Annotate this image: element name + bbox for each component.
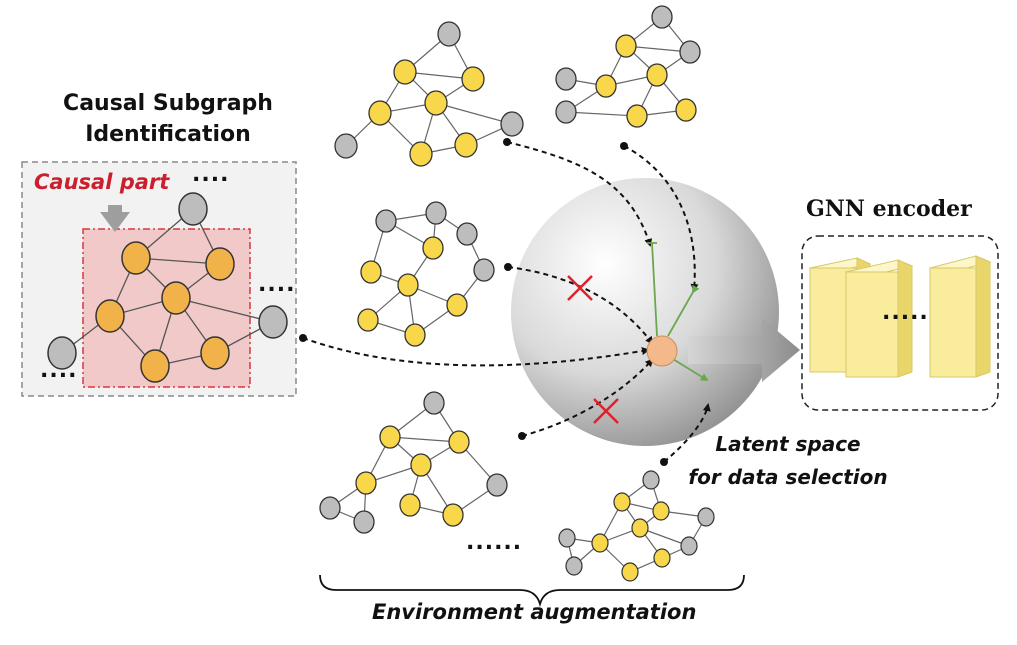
- arrow-graph1: [506, 141, 653, 247]
- causal-ellipsis-bottom: ....: [40, 358, 78, 383]
- latent-line-2: for data selection: [688, 465, 888, 489]
- causal-graph-nodes: [47, 192, 288, 383]
- arrow-start-dots: [299, 138, 668, 466]
- encoder-arrow: [688, 318, 800, 382]
- gnn-encoder-box: [801, 235, 999, 411]
- causal-ellipsis-top: ....: [192, 162, 230, 187]
- env-graph-3: [357, 201, 495, 347]
- arrow-causal-to-anchor: [302, 337, 650, 367]
- env-graph-4: [319, 391, 508, 534]
- env-graph-1: [334, 21, 524, 167]
- augmentation-brace: [319, 574, 745, 608]
- env-graph-2: [555, 5, 701, 128]
- latent-anchor-point: [646, 335, 678, 367]
- title-line-1: Causal Subgraph: [63, 91, 273, 116]
- encoder-layer-2: [844, 259, 914, 378]
- arrow-graph2: [623, 145, 699, 292]
- causal-subgraph-title: Causal Subgraph Identification: [58, 88, 278, 150]
- causal-part-arrow: [100, 205, 130, 232]
- encoder-layer-3: [928, 255, 992, 378]
- augmentation-ellipsis: ......: [466, 530, 523, 555]
- gnn-encoder-title: GNN encoder: [806, 196, 972, 222]
- arrow-graph3: [507, 266, 654, 345]
- arrow-graph5: [663, 403, 711, 463]
- title-line-2: Identification: [85, 122, 251, 147]
- latent-space-sphere: [511, 178, 779, 446]
- causal-part-label: Causal part: [34, 170, 170, 194]
- rejection-crosses: [567, 275, 619, 424]
- causal-ellipsis-right: ....: [258, 272, 296, 297]
- env-graph-5: [558, 470, 715, 582]
- environment-augmentation-label: Environment augmentation: [372, 600, 697, 624]
- latent-space-label: Latent space for data selection: [672, 428, 904, 494]
- latent-line-1: Latent space: [715, 432, 861, 456]
- causal-subgraph-panel: [21, 161, 297, 397]
- encoder-ellipsis: .....: [882, 300, 929, 325]
